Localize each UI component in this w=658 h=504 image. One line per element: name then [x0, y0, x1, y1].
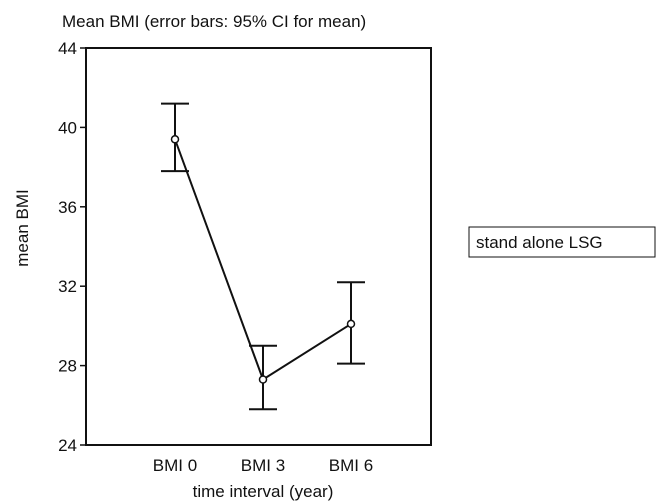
y-axis: 24 28 32 36 40 44 [58, 39, 86, 455]
x-tick-label: BMI 0 [153, 456, 197, 475]
y-tick-label: 32 [58, 277, 77, 296]
plot-frame [85, 47, 432, 446]
y-tick-label: 28 [58, 357, 77, 376]
x-axis-label: time interval (year) [193, 482, 334, 501]
chart-title: Mean BMI (error bars: 95% CI for mean) [62, 12, 366, 31]
data-point [258, 375, 268, 384]
legend-box [468, 226, 656, 258]
y-axis-label: mean BMI [13, 189, 32, 266]
y-tick-label: 36 [58, 198, 77, 217]
x-tick-label: BMI 6 [329, 456, 373, 475]
series-line [174, 138, 352, 382]
legend-label: stand alone LSG [476, 233, 603, 252]
y-tick-label: 40 [58, 118, 77, 137]
x-axis: BMI 0 BMI 3 BMI 6 [153, 456, 373, 475]
x-tick-label: BMI 3 [241, 456, 285, 475]
data-point [346, 319, 356, 329]
y-tick-label: 24 [58, 436, 77, 455]
legend: stand alone LSG [468, 226, 656, 258]
series-layer [161, 102, 365, 411]
y-tick-label: 44 [58, 39, 77, 58]
data-point [170, 135, 180, 144]
